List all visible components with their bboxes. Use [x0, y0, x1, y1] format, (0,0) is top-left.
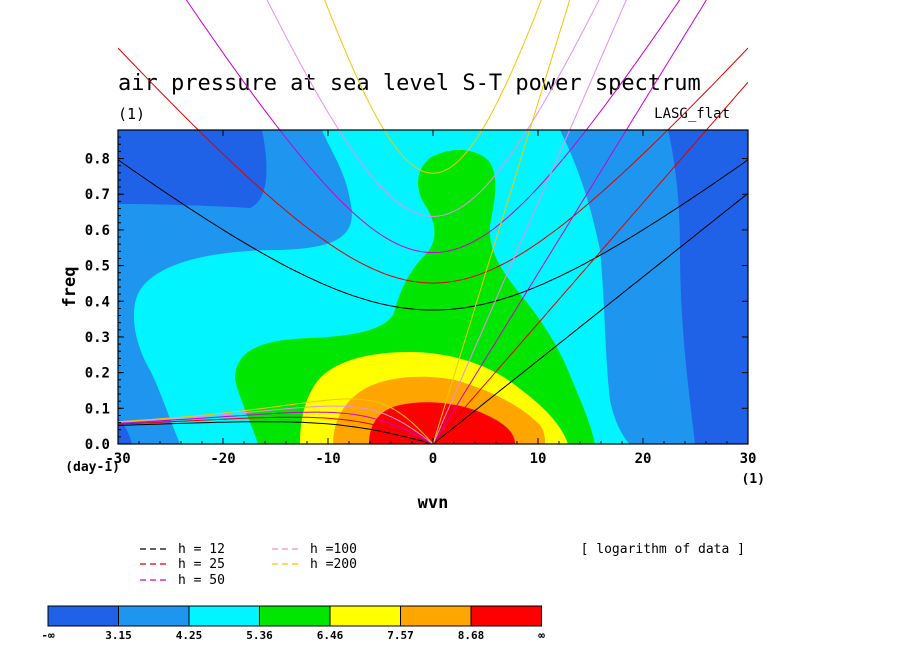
- rossby-h-25: [118, 416, 434, 444]
- x-tick-label-2: -10: [315, 451, 340, 467]
- rossby-h-100: [118, 405, 434, 444]
- inertia-gravity-h-25: [118, 47, 748, 284]
- colorbar-label-3: 5.36: [246, 629, 273, 642]
- y-tick-label-2: 0.2: [85, 366, 110, 382]
- colorbar-swatch-3: [259, 605, 331, 627]
- kelvin-h-50: [432, 0, 707, 444]
- colorbar-label-1: 3.15: [105, 629, 132, 642]
- contour-level-minus-inf-right: [668, 130, 748, 444]
- chart-subtitle-right: LASG_flat: [654, 106, 730, 122]
- dispersion-curves: [118, 0, 748, 444]
- x-tick-label-1: -20: [210, 451, 235, 467]
- colorbar-label-2: 4.25: [176, 629, 203, 642]
- contour-level-minus-inf-corner: [118, 418, 132, 444]
- kelvin-h-25: [432, 81, 748, 444]
- colorbar-label-top: ∞: [538, 629, 545, 642]
- colorbar-label-0: -∞: [41, 629, 55, 642]
- legend-label-h-200: h =200: [310, 557, 357, 572]
- legend-label-h-12: h = 12: [178, 542, 225, 557]
- colorbar: -∞ 3.15 4.25 5.36 6.46 7.57 8.68 ∞: [41, 605, 545, 642]
- colorbar-label-4: 6.46: [317, 629, 344, 642]
- y-unit-label: (day-1): [65, 460, 120, 475]
- kelvin-h-12: [432, 192, 748, 444]
- colorbar-swatch-4: [329, 605, 401, 627]
- x-tick-label-3: 0: [429, 451, 437, 467]
- colorbar-swatch-6: [470, 605, 542, 627]
- legend-label-h-25: h = 25: [178, 557, 225, 572]
- rossby-h-12: [118, 421, 434, 444]
- contour-level-minus-inf-left: [118, 130, 267, 208]
- y-tick-label-8: 0.8: [85, 152, 110, 168]
- y-tick-label-4: 0.4: [85, 294, 110, 310]
- y-tick-label-7: 0.7: [85, 187, 110, 203]
- y-axis-label: freq: [60, 267, 80, 308]
- colorbar-swatch-5: [400, 605, 472, 627]
- inertia-gravity-h-200: [324, 0, 542, 174]
- legend-label-h-50: h = 50: [178, 573, 225, 588]
- chart-subtitle-left: (1): [118, 105, 145, 123]
- y-tick-label-6: 0.6: [85, 223, 110, 239]
- data-note: [ logarithm of data ]: [581, 542, 745, 557]
- x-tick-label-4: 10: [530, 451, 547, 467]
- y-axis: 0.0 0.1 0.2 0.3 0.4 0.5 0.6 0.7 0.8: [85, 136, 748, 453]
- contour-level-5-36: [235, 149, 595, 444]
- chart-title: air pressure at sea level S-T power spec…: [118, 71, 701, 96]
- colorbar-swatch-1: [118, 605, 190, 627]
- kelvin-h-200: [432, 0, 571, 444]
- colorbar-label-5: 7.57: [387, 629, 414, 642]
- colorbar-swatch-2: [188, 605, 260, 627]
- inertia-gravity-h-50: [185, 0, 681, 254]
- rossby-h-50: [118, 411, 434, 444]
- x-axis: -30 -20 -10 0 10 20 30: [105, 130, 756, 467]
- y-tick-label-1: 0.1: [85, 401, 110, 417]
- y-tick-label-0: 0.0: [85, 437, 110, 453]
- x-tick-label-6: 30: [740, 451, 757, 467]
- kelvin-h-100: [432, 0, 627, 444]
- colorbar-label-6: 8.68: [458, 629, 485, 642]
- x-axis-label: wvn: [418, 493, 449, 513]
- legend-label-h-100: h =100: [310, 542, 357, 557]
- x-unit-label: (1): [742, 472, 765, 487]
- inertia-gravity-h-100: [266, 0, 600, 217]
- y-tick-label-5: 0.5: [85, 259, 110, 275]
- colorbar-swatch-0: [47, 605, 119, 627]
- inertia-gravity-h-12: [118, 159, 748, 311]
- x-tick-label-0: -30: [105, 451, 130, 467]
- y-tick-label-3: 0.3: [85, 330, 110, 346]
- contour-fill: [118, 130, 748, 444]
- x-tick-label-5: 20: [635, 451, 652, 467]
- rossby-h-200: [118, 398, 434, 444]
